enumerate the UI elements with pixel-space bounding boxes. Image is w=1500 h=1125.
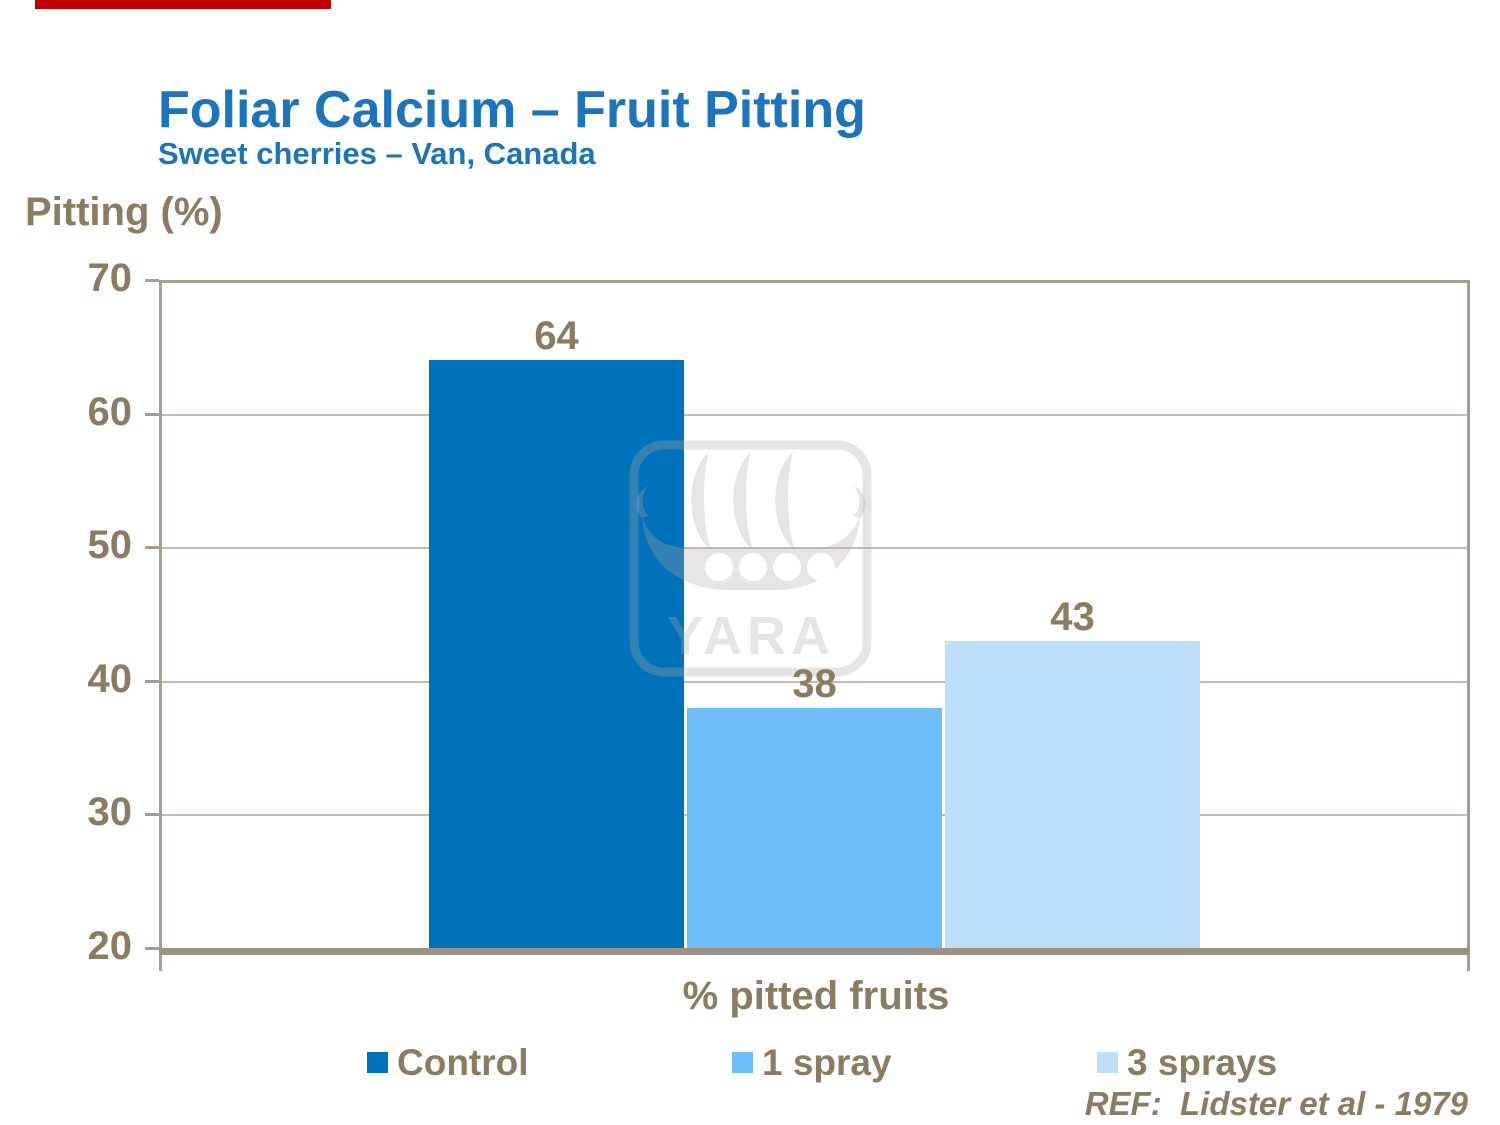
- chart-subtitle: Sweet cherries – Van, Canada: [158, 136, 596, 171]
- gridline-40: [162, 680, 1467, 683]
- plot-area: YARA 64 38 43: [159, 280, 1470, 971]
- legend-item-3-sprays: 3 sprays: [1097, 1040, 1277, 1084]
- legend-label-control: Control: [397, 1041, 529, 1083]
- plot-border-left: [159, 280, 162, 955]
- watermark-shield-3: [773, 553, 801, 581]
- yara-watermark: YARA: [629, 440, 872, 677]
- watermark-shield-4: [807, 553, 835, 581]
- watermark-prow: [636, 486, 649, 518]
- watermark-sail-2: [733, 452, 753, 550]
- value-label-control: 64: [534, 314, 579, 359]
- legend-item-1-spray: 1 spray: [732, 1040, 892, 1084]
- legend-swatch-control: [367, 1051, 388, 1073]
- watermark-hull: [642, 516, 860, 590]
- x-axis-tick-left: [159, 955, 162, 971]
- top-red-accent-bar: [35, 0, 331, 9]
- bar-1-spray: [687, 707, 942, 948]
- gridline-60: [162, 413, 1467, 416]
- legend: Control 1 spray 3 sprays: [0, 1040, 1500, 1084]
- gridline-50: [162, 547, 1467, 550]
- watermark-sail-1: [691, 452, 711, 550]
- y-tick-mark-50: [145, 546, 159, 550]
- x-axis-tick-right: [1467, 955, 1470, 971]
- watermark-stern: [853, 486, 866, 518]
- y-tick-mark-20: [145, 947, 159, 950]
- bar-control: [429, 360, 684, 948]
- legend-label-1-spray: 1 spray: [762, 1041, 892, 1083]
- plot-border-top: [159, 280, 1470, 283]
- x-axis-line: [159, 948, 1470, 955]
- y-tick-mark-60: [145, 412, 159, 416]
- watermark-shield-1: [705, 553, 733, 581]
- legend-swatch-1-spray: [732, 1051, 753, 1073]
- watermark-shield-2: [739, 553, 767, 581]
- y-tick-label-70: 70: [87, 256, 133, 300]
- value-label-3-sprays: 43: [1050, 594, 1095, 639]
- y-tick-label-40: 40: [87, 656, 133, 701]
- y-tick-label-60: 60: [87, 389, 133, 434]
- legend-item-control: Control: [367, 1040, 529, 1084]
- y-tick-mark-40: [145, 679, 159, 683]
- y-tick-mark-30: [145, 813, 159, 817]
- y-tick-label-50: 50: [87, 523, 133, 568]
- y-tick-label-30: 30: [87, 790, 133, 835]
- y-axis-label: Pitting (%): [25, 190, 223, 234]
- plot-border-right: [1467, 280, 1470, 955]
- reference-text: REF: Lidster et al - 1979: [1084, 1085, 1468, 1122]
- legend-swatch-3-sprays: [1097, 1051, 1118, 1073]
- watermark-frame: [629, 440, 872, 677]
- watermark-sail-3: [775, 452, 795, 550]
- legend-label-3-sprays: 3 sprays: [1127, 1041, 1278, 1083]
- watermark-wordmark: YARA: [667, 606, 835, 666]
- chart-title: Foliar Calcium – Fruit Pitting: [158, 81, 866, 139]
- y-tick-label-20: 20: [87, 924, 133, 968]
- x-axis-label: % pitted fruits: [682, 974, 950, 1018]
- value-label-1-spray: 38: [792, 661, 837, 706]
- bar-3-sprays: [945, 640, 1200, 948]
- y-tick-mark-70: [145, 279, 159, 282]
